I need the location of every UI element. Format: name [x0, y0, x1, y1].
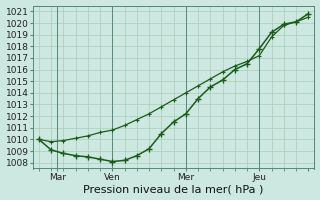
X-axis label: Pression niveau de la mer( hPa ): Pression niveau de la mer( hPa ) — [84, 184, 264, 194]
